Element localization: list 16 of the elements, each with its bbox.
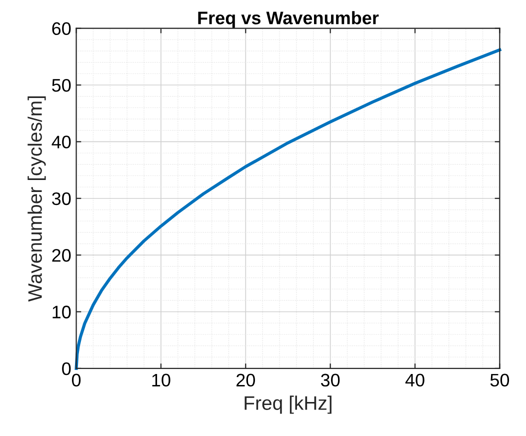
- x-tick-label: 20: [236, 374, 255, 387]
- y-tick-label: 40: [52, 136, 71, 148]
- x-tick-label: 40: [405, 374, 424, 387]
- y-tick-label: 10: [52, 306, 71, 318]
- x-tick-label: 10: [152, 374, 170, 387]
- y-tick-label: 30: [52, 192, 71, 206]
- x-axis-title: Freq [kHz]: [244, 396, 332, 414]
- x-tick-label: 50: [490, 374, 510, 387]
- y-axis-title: Wavenumber [cycles/m]: [28, 96, 46, 302]
- y-tick-label: 50: [52, 78, 71, 92]
- y-tick-label: 60: [52, 22, 71, 36]
- x-tick-label: 0: [72, 374, 81, 387]
- y-tick-label: 20: [52, 248, 71, 262]
- chart-title: Freq vs Wavenumber: [198, 11, 379, 28]
- x-tick-label: 30: [320, 374, 340, 387]
- y-tick-label: 0: [62, 362, 71, 376]
